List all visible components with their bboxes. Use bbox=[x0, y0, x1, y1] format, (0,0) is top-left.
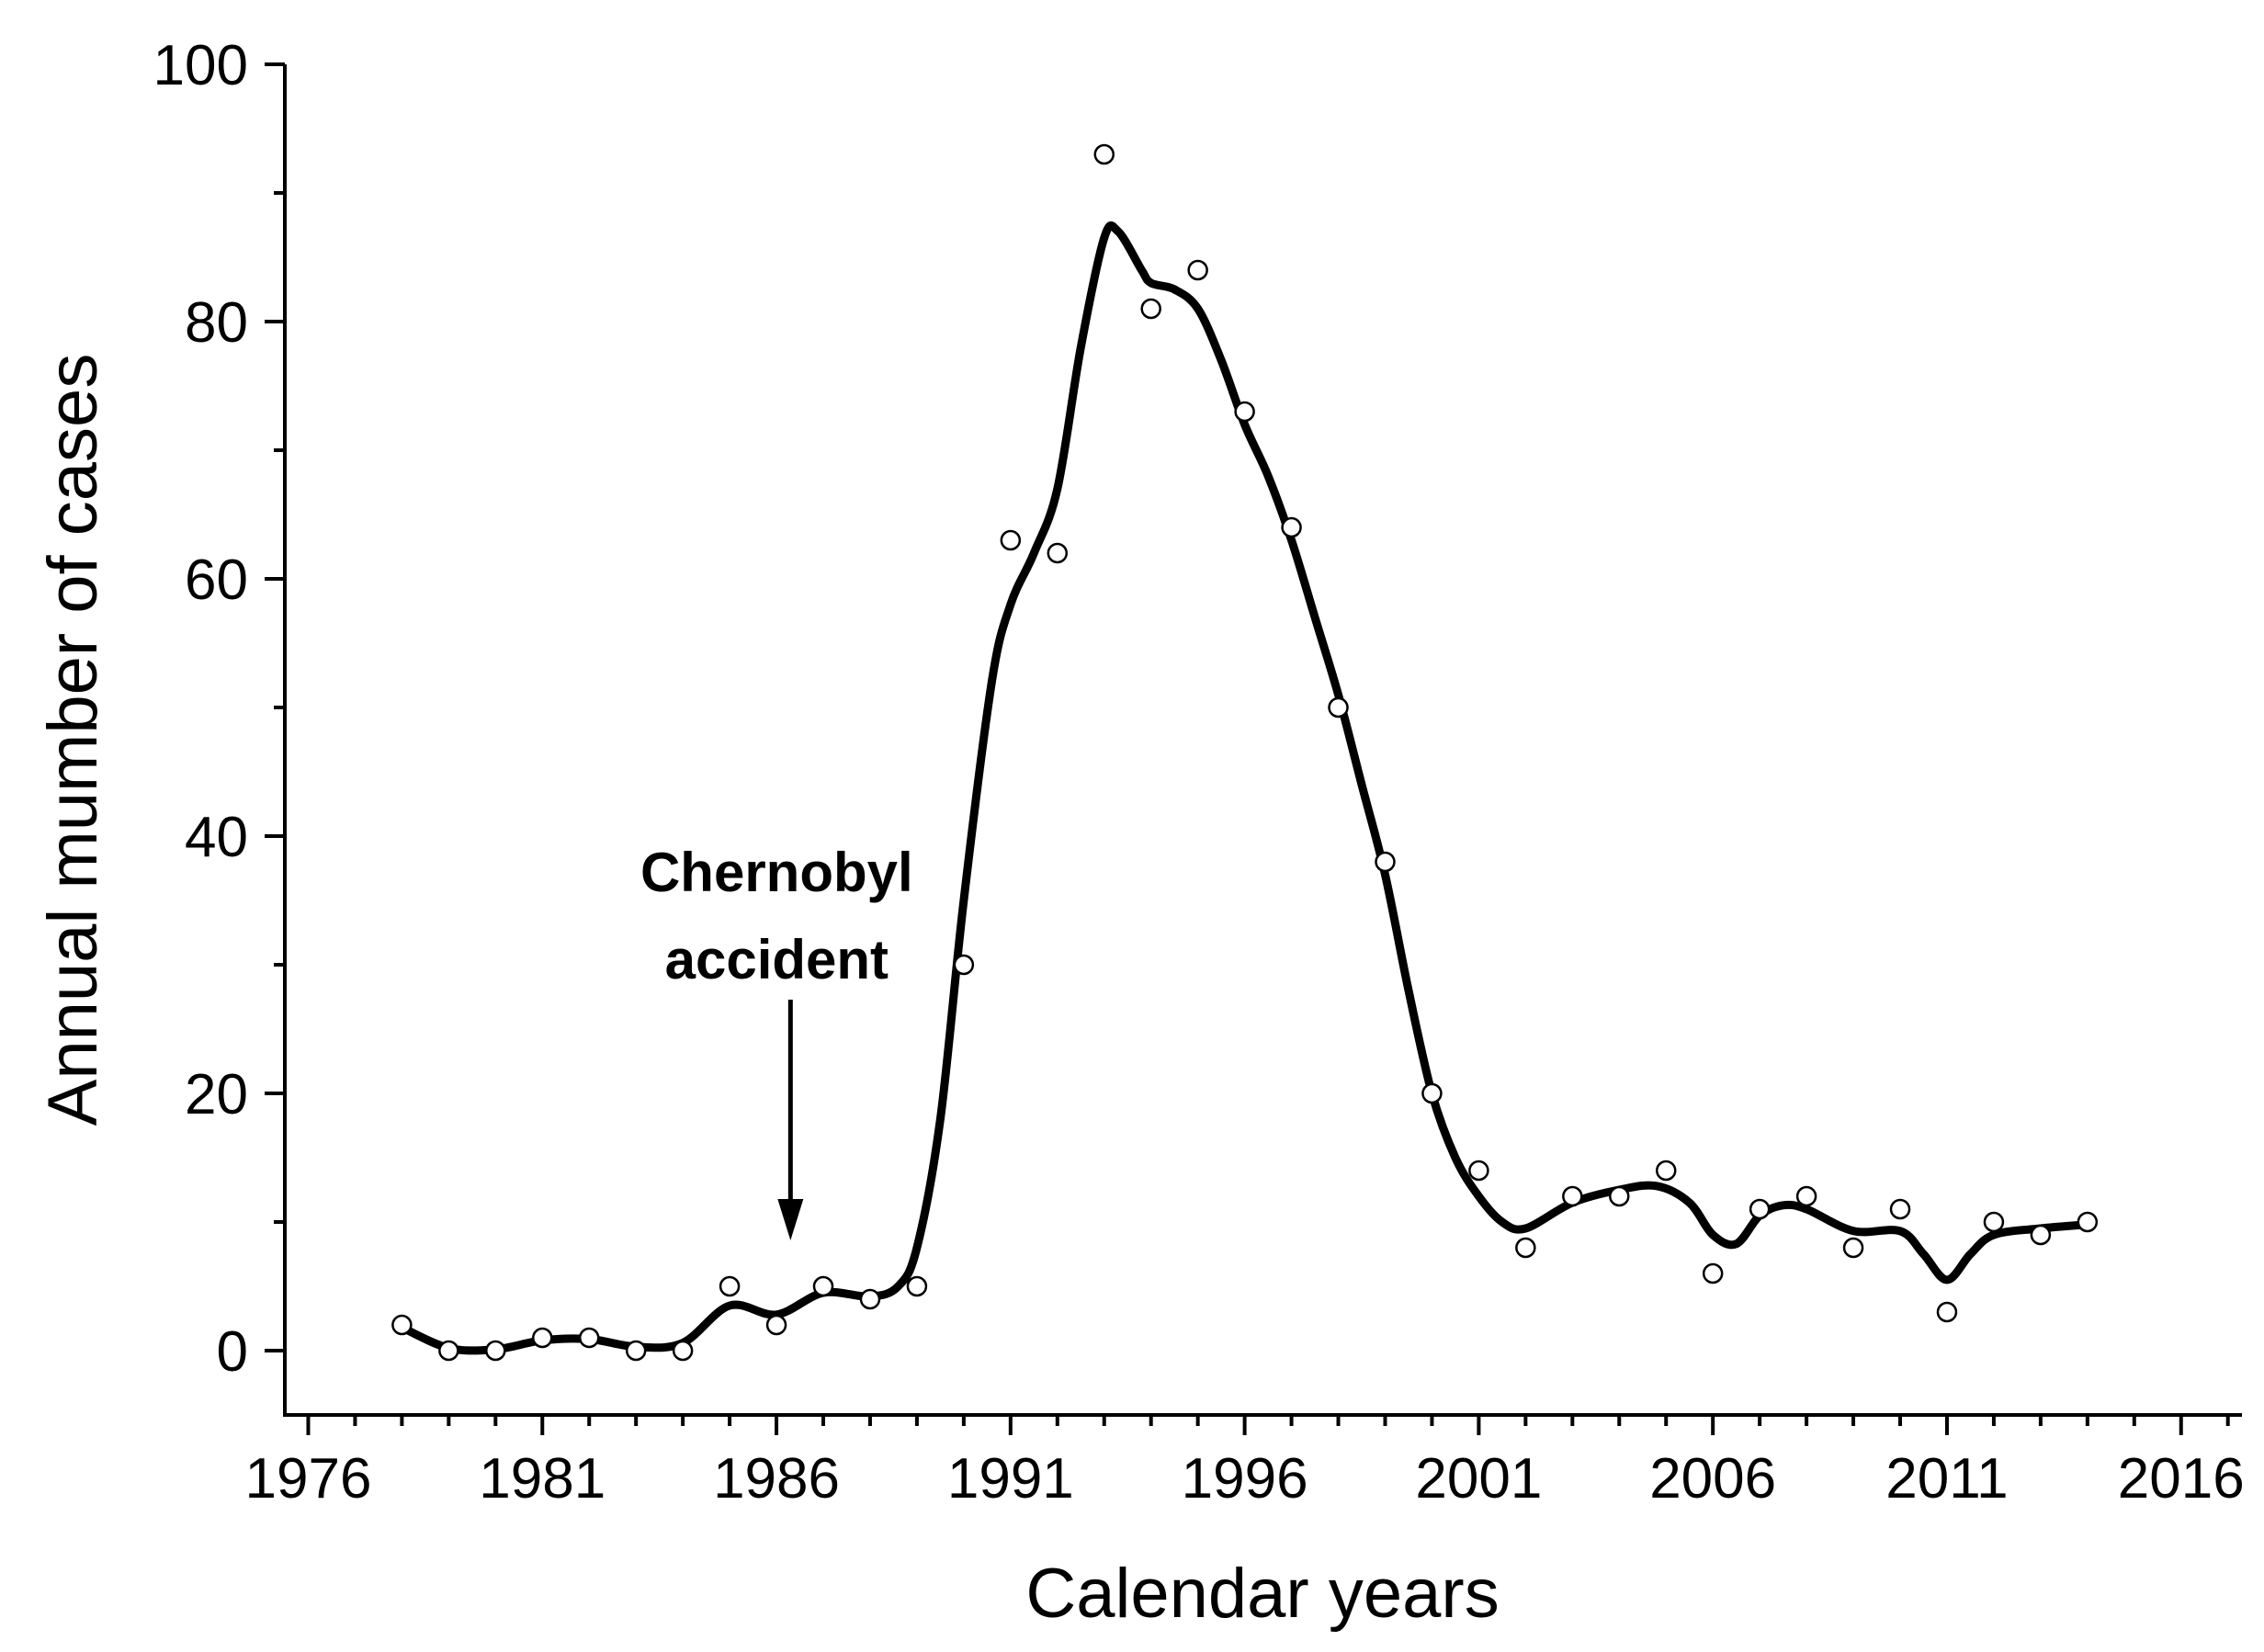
data-point bbox=[1889, 1198, 1911, 1220]
data-point bbox=[391, 1314, 413, 1336]
tick-labels: 0 20 40 60 80 100 1976 1981 1986 1991 1996 2001 2006… bbox=[153, 34, 2245, 1511]
data-point bbox=[1328, 696, 1349, 719]
data-point bbox=[1187, 259, 1208, 281]
y-tick-label: 80 bbox=[185, 291, 248, 355]
annotation: Chernobyl accident bbox=[640, 842, 913, 1240]
data-point bbox=[578, 1327, 600, 1349]
data-point bbox=[906, 1275, 928, 1297]
data-point bbox=[859, 1288, 881, 1310]
data-point bbox=[1795, 1185, 1817, 1207]
data-point bbox=[1749, 1198, 1771, 1220]
data-point bbox=[1421, 1082, 1443, 1104]
data-point bbox=[812, 1275, 834, 1297]
y-tick-label: 100 bbox=[153, 34, 248, 97]
data-point bbox=[2030, 1224, 2052, 1246]
y-axis-title: Annual mumber of cases bbox=[34, 354, 112, 1126]
data-point bbox=[719, 1275, 741, 1297]
data-point bbox=[2077, 1211, 2099, 1233]
x-axis-title: Calendar years bbox=[1025, 1555, 1499, 1633]
axes bbox=[283, 64, 2242, 1417]
trend-line-group bbox=[397, 221, 2092, 1355]
data-point bbox=[1983, 1211, 2005, 1233]
data-point bbox=[1000, 529, 1022, 551]
y-tick-label: 40 bbox=[185, 806, 248, 869]
x-tick-label: 2016 bbox=[2118, 1447, 2245, 1511]
data-point bbox=[1936, 1301, 1958, 1323]
data-point bbox=[485, 1340, 506, 1362]
data-point bbox=[953, 954, 975, 976]
data-point bbox=[1702, 1262, 1724, 1284]
data-point bbox=[532, 1327, 553, 1349]
x-tick-label: 2006 bbox=[1649, 1447, 1776, 1511]
x-tick-label: 1991 bbox=[947, 1447, 1074, 1511]
annotation-label: accident bbox=[665, 929, 889, 990]
data-point bbox=[1562, 1185, 1583, 1207]
data-point bbox=[672, 1340, 694, 1362]
data-point bbox=[765, 1314, 787, 1336]
tick-marks bbox=[265, 62, 2230, 1435]
x-tick-label: 1986 bbox=[713, 1447, 840, 1511]
data-point bbox=[438, 1340, 459, 1362]
y-tick-label: 0 bbox=[217, 1320, 248, 1384]
data-point bbox=[1047, 542, 1069, 564]
data-point bbox=[1609, 1185, 1630, 1207]
x-tick-label: 2011 bbox=[1885, 1447, 2008, 1511]
data-point bbox=[1468, 1160, 1489, 1182]
data-point bbox=[1842, 1237, 1864, 1259]
y-tick-label: 20 bbox=[185, 1063, 248, 1126]
x-tick-label: 1981 bbox=[479, 1447, 606, 1511]
x-tick-label: 2001 bbox=[1415, 1447, 1542, 1511]
annotation-label: Chernobyl bbox=[640, 842, 913, 903]
data-point bbox=[1281, 516, 1302, 538]
data-points bbox=[391, 143, 2099, 1362]
data-point bbox=[1375, 851, 1396, 873]
x-tick-label: 1976 bbox=[245, 1447, 372, 1511]
data-point bbox=[1234, 401, 1255, 423]
data-point bbox=[625, 1340, 647, 1362]
data-point bbox=[1655, 1160, 1677, 1182]
x-tick-label: 1996 bbox=[1182, 1447, 1308, 1511]
data-point bbox=[1140, 298, 1161, 320]
data-point bbox=[1515, 1237, 1536, 1259]
trend-line bbox=[397, 221, 2092, 1355]
annotation-arrow-head bbox=[777, 1199, 804, 1240]
data-point bbox=[1093, 143, 1115, 165]
y-tick-label: 60 bbox=[185, 549, 248, 612]
